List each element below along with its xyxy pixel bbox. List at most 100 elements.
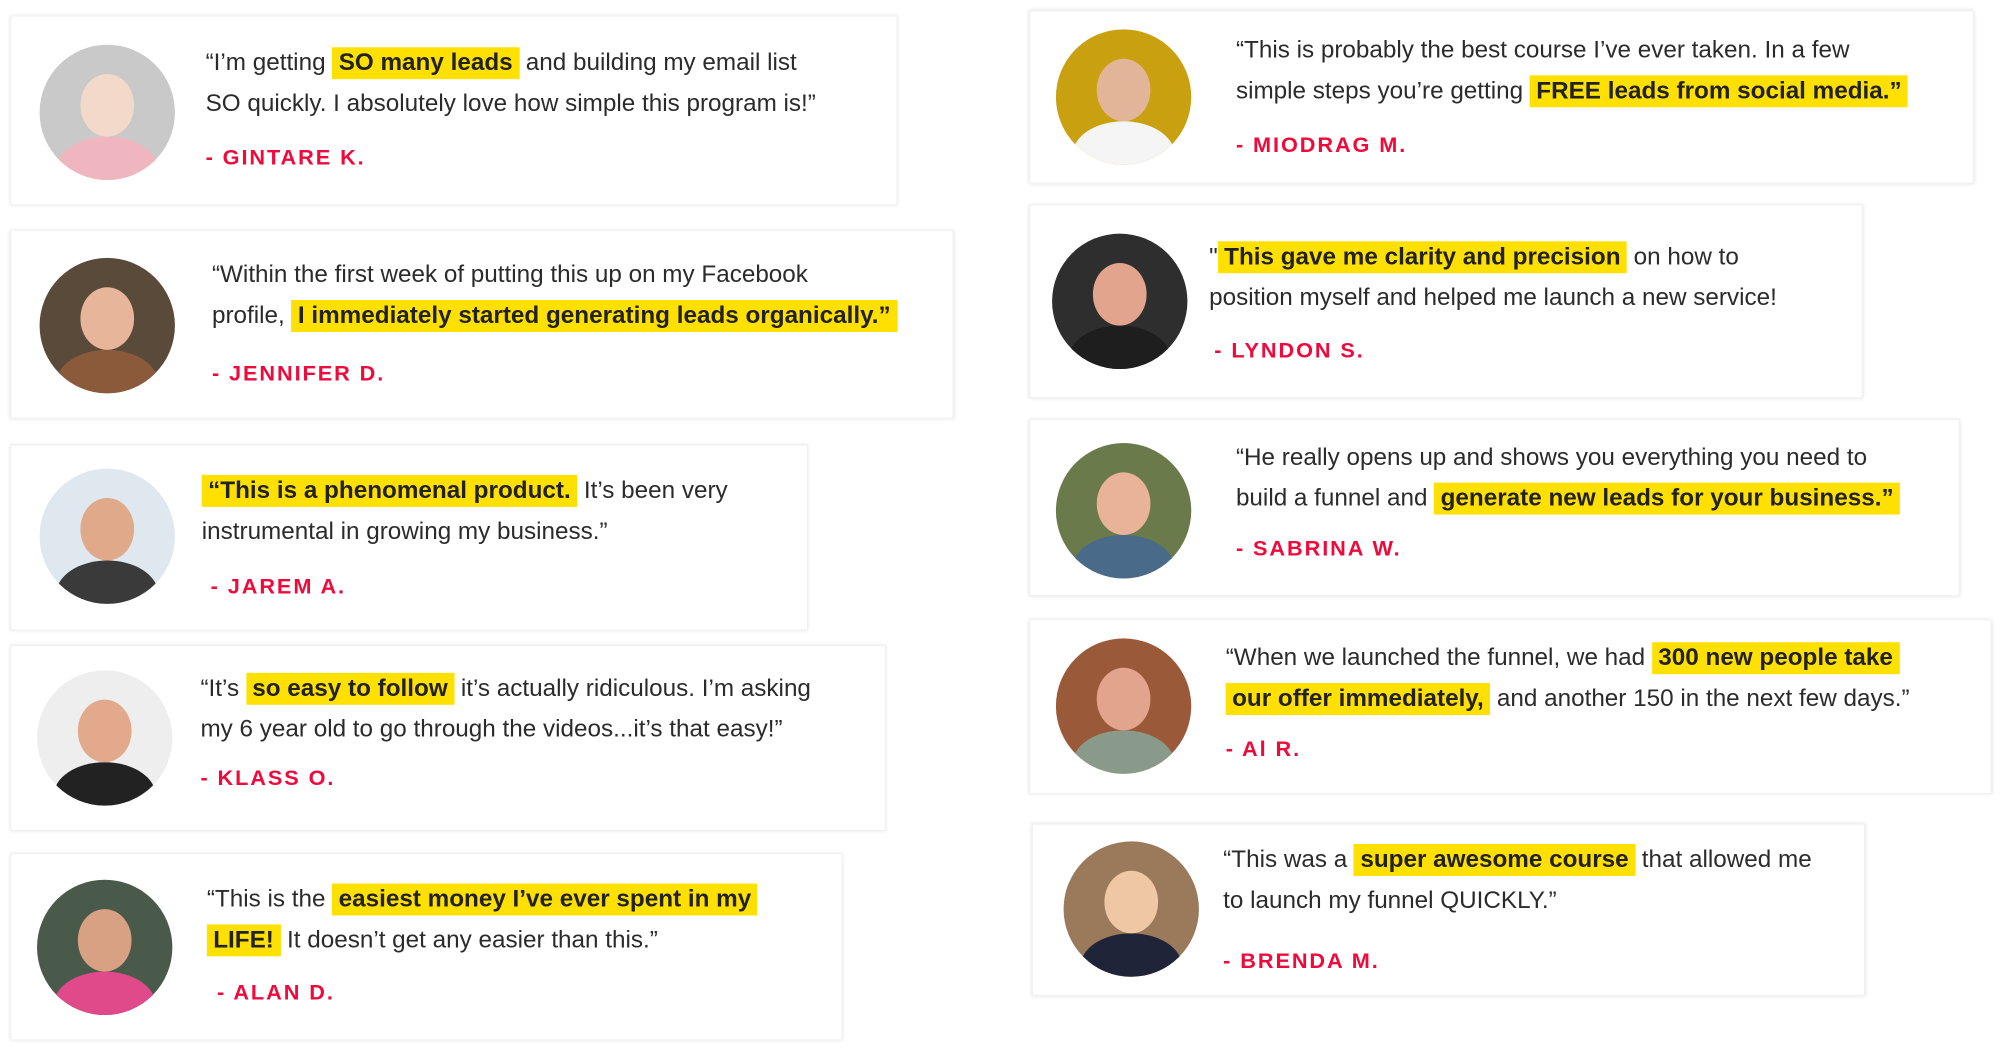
quote-text: “It’s bbox=[200, 675, 246, 703]
quote-line: “Within the first week of putting this u… bbox=[212, 255, 897, 296]
quote-text: It doesn’t get any easier than this.” bbox=[280, 926, 658, 954]
highlighted-text: SO many leads bbox=[332, 47, 520, 80]
quote-line: position myself and helped me launch a n… bbox=[1209, 278, 1777, 319]
quote-line: “He really opens up and shows you everyt… bbox=[1236, 438, 1900, 479]
testimonial-quote: “He really opens up and shows you everyt… bbox=[1236, 438, 1900, 520]
avatar-body bbox=[1072, 121, 1175, 165]
quote-text: position myself and helped me launch a n… bbox=[1209, 284, 1777, 312]
highlighted-text: our offer immediately, bbox=[1225, 683, 1491, 716]
testimonial-quote: “This is a phenomenal product. It’s been… bbox=[201, 471, 728, 553]
highlighted-text: so easy to follow bbox=[245, 672, 455, 705]
avatar-body bbox=[1072, 730, 1175, 774]
avatar bbox=[1055, 29, 1192, 165]
highlighted-text: super awesome course bbox=[1353, 843, 1636, 876]
quote-line: “This is the easiest money I’ve ever spe… bbox=[207, 880, 758, 921]
testimonial-quote: “It’s so easy to follow it’s actually ri… bbox=[200, 669, 811, 751]
testimonial-author: - LYNDON S. bbox=[1214, 338, 1365, 363]
avatar-face bbox=[80, 287, 135, 350]
avatar-face bbox=[77, 700, 132, 763]
avatar-face bbox=[1092, 263, 1147, 326]
highlighted-text: LIFE! bbox=[206, 924, 281, 957]
testimonial-quote: “When we launched the funnel, we had 300… bbox=[1225, 638, 1910, 720]
avatar-face bbox=[1096, 668, 1151, 731]
quote-text: instrumental in growing my business.” bbox=[201, 518, 608, 546]
quote-text: to launch my funnel QUICKLY.” bbox=[1223, 887, 1557, 915]
quote-line: to launch my funnel QUICKLY.” bbox=[1223, 881, 1812, 922]
quote-text: my 6 year old to go through the videos..… bbox=[200, 716, 783, 744]
quote-text: SO quickly. I absolutely love how simple… bbox=[205, 90, 816, 118]
avatar bbox=[1052, 233, 1188, 369]
avatar bbox=[39, 468, 175, 604]
avatar bbox=[1055, 443, 1192, 579]
quote-line: “This was a super awesome course that al… bbox=[1223, 840, 1812, 881]
highlighted-text: generate new leads for your business.” bbox=[1434, 482, 1900, 515]
avatar-body bbox=[53, 762, 157, 806]
testimonial-author: - MIODRAG M. bbox=[1235, 132, 1408, 158]
quote-line: SO quickly. I absolutely love how simple… bbox=[206, 84, 816, 125]
quote-line: “This is probably the best course I’ve e… bbox=[1236, 31, 1908, 72]
highlighted-text: “This is a phenomenal product. bbox=[201, 474, 578, 507]
testimonial-author: - JAREM A. bbox=[210, 574, 347, 599]
avatar bbox=[39, 44, 175, 181]
highlighted-text: I immediately started generating leads o… bbox=[291, 300, 898, 332]
quote-line: build a funnel and generate new leads fo… bbox=[1236, 479, 1900, 520]
quote-text: “I’m getting bbox=[205, 49, 333, 77]
avatar-body bbox=[53, 971, 157, 1016]
quote-line: simple steps you’re getting FREE leads f… bbox=[1235, 72, 1909, 113]
quote-text: It’s been very bbox=[577, 477, 728, 505]
quote-line: my 6 year old to go through the videos..… bbox=[200, 710, 810, 751]
avatar bbox=[37, 879, 173, 1016]
quote-text: profile, bbox=[211, 302, 292, 330]
avatar-face bbox=[77, 909, 132, 972]
quote-text: build a funnel and bbox=[1235, 485, 1435, 512]
avatar-face bbox=[80, 498, 135, 561]
quote-line: “This is a phenomenal product. It’s been… bbox=[201, 471, 728, 512]
avatar-body bbox=[1079, 933, 1183, 977]
quote-text: “He really opens up and shows you everyt… bbox=[1235, 444, 1868, 472]
avatar-body bbox=[55, 349, 159, 394]
quote-text: it’s actually ridiculous. I’m asking bbox=[454, 675, 811, 703]
quote-text: “This is probably the best course I’ve e… bbox=[1235, 37, 1850, 64]
testimonial-author: - JENNIFER D. bbox=[211, 361, 386, 386]
highlighted-text: 300 new people take bbox=[1651, 642, 1900, 675]
avatar-face bbox=[1096, 59, 1151, 122]
avatar bbox=[39, 257, 175, 394]
quote-text: “Within the first week of putting this u… bbox=[211, 261, 808, 289]
quote-line: our offer immediately, and another 150 i… bbox=[1225, 679, 1910, 720]
quote-text: simple steps you’re getting bbox=[1235, 77, 1530, 105]
avatar-body bbox=[1072, 535, 1175, 579]
avatar bbox=[1055, 638, 1192, 774]
testimonial-quote: “Within the first week of putting this u… bbox=[211, 255, 898, 337]
testimonial-author: - SABRINA W. bbox=[1235, 536, 1402, 561]
avatar bbox=[37, 670, 173, 806]
testimonial-quote: “I’m getting SO many leads and building … bbox=[206, 43, 816, 125]
testimonial-author: - BRENDA M. bbox=[1223, 948, 1380, 973]
quote-text: " bbox=[1209, 243, 1218, 271]
quote-line: profile, I immediately started generatin… bbox=[211, 296, 898, 337]
testimonial-author: - KLASS O. bbox=[200, 766, 336, 791]
quote-line: “I’m getting SO many leads and building … bbox=[206, 43, 816, 84]
testimonial-quote: " This gave me clarity and precision on h… bbox=[1209, 237, 1777, 319]
quote-text: that allowed me bbox=[1635, 846, 1812, 874]
testimonial-author: - Al R. bbox=[1225, 736, 1302, 761]
avatar bbox=[1063, 841, 1199, 977]
testimonial-author: - GINTARE K. bbox=[205, 145, 366, 170]
quote-line: “It’s so easy to follow it’s actually ri… bbox=[200, 669, 811, 710]
testimonial-quote: “This was a super awesome course that al… bbox=[1223, 840, 1812, 922]
highlighted-text: This gave me clarity and precision bbox=[1217, 241, 1627, 274]
quote-text: “This is the bbox=[206, 886, 333, 913]
quote-text: “This was a bbox=[1223, 846, 1354, 874]
avatar-body bbox=[55, 136, 159, 181]
quote-text: and building my email list bbox=[519, 49, 797, 77]
quote-text: on how to bbox=[1626, 243, 1739, 271]
avatar-body bbox=[1068, 325, 1172, 369]
quote-line: LIFE! It doesn’t get any easier than thi… bbox=[206, 921, 758, 962]
quote-line: “When we launched the funnel, we had 300… bbox=[1226, 638, 1910, 679]
quote-text: and another 150 in the next few days.” bbox=[1490, 685, 1910, 713]
avatar-body bbox=[55, 560, 159, 604]
highlighted-text: easiest money I’ve ever spent in my bbox=[332, 883, 758, 916]
quote-text: “When we launched the funnel, we had bbox=[1225, 644, 1652, 672]
testimonial-quote: “This is the easiest money I’ve ever spe… bbox=[206, 880, 758, 962]
quote-line: " This gave me clarity and precision on h… bbox=[1209, 237, 1777, 278]
